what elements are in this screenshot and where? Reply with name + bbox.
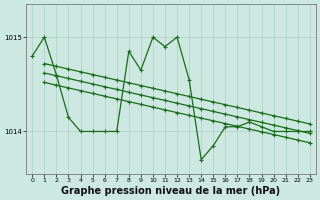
X-axis label: Graphe pression niveau de la mer (hPa): Graphe pression niveau de la mer (hPa) xyxy=(61,186,281,196)
